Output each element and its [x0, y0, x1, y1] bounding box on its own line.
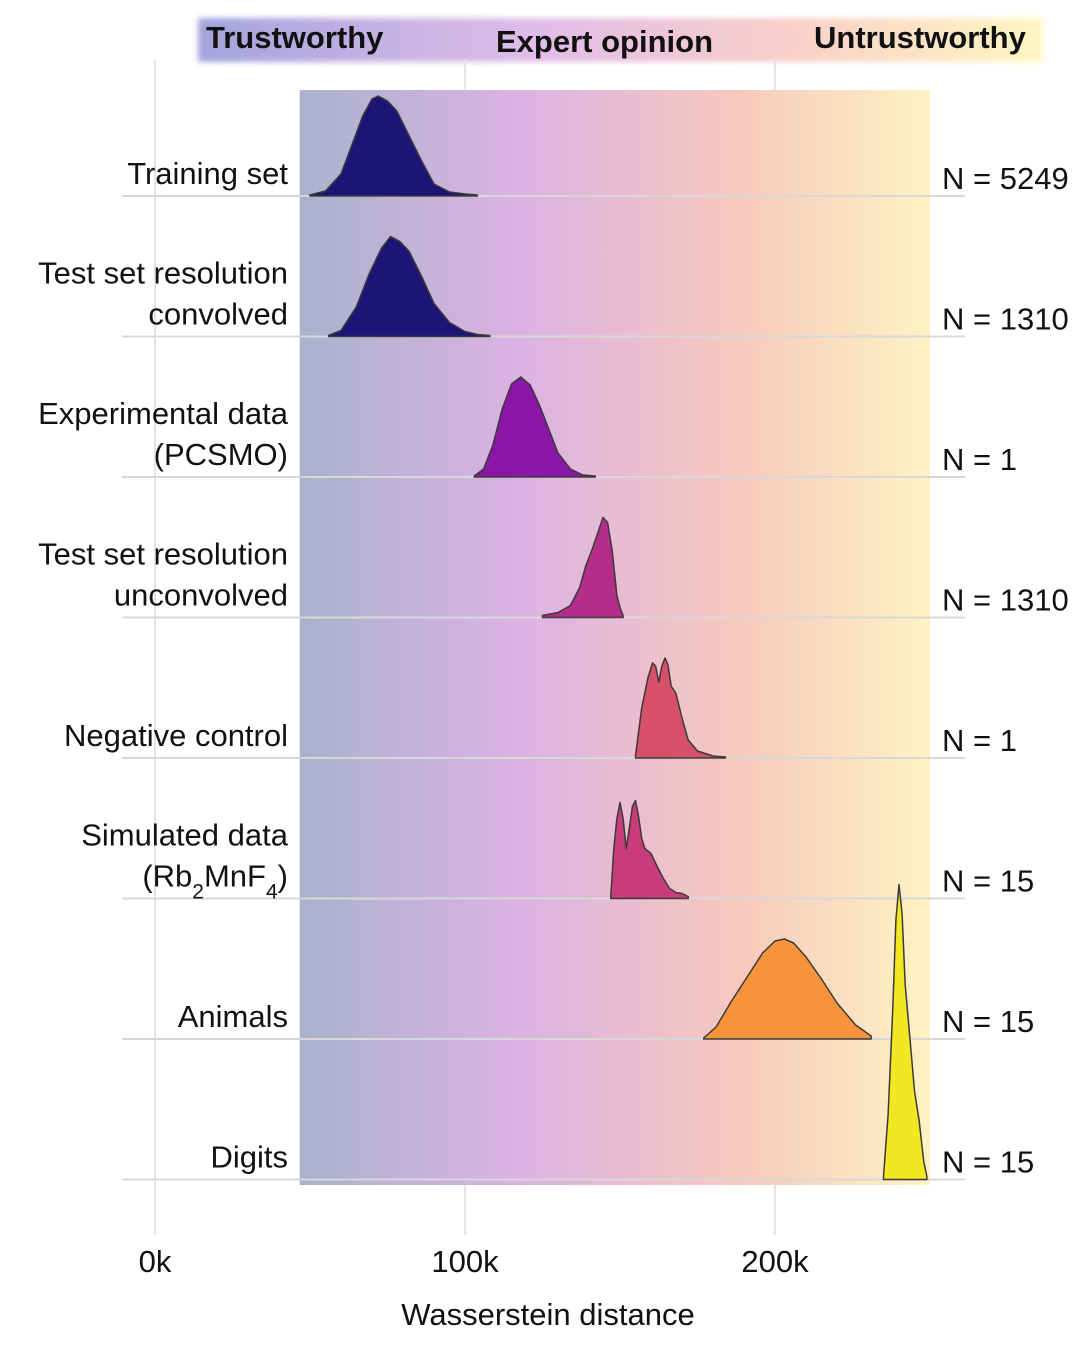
n-label-0: N = 5249 [942, 161, 1069, 196]
n-label-4: N = 1 [942, 723, 1017, 758]
n-label-5: N = 15 [942, 864, 1034, 899]
row-label-0-0: Training set [127, 156, 288, 191]
density-ridges [309, 95, 928, 1181]
ridge-6 [702, 938, 872, 1040]
x-tick-label-2: 200k [741, 1244, 809, 1279]
row-label-5-1: (Rb2MnF4) [142, 859, 288, 904]
n-label-7: N = 15 [942, 1145, 1034, 1180]
ridge-5 [609, 799, 689, 900]
row-label-7-0: Digits [210, 1140, 288, 1175]
x-axis-ticks: 0k 100k 200k [139, 1244, 809, 1279]
row-label-1-1: convolved [148, 297, 288, 332]
x-axis-title: Wasserstein distance [401, 1297, 694, 1332]
trustworthy-label: Trustworthy [206, 20, 384, 55]
x-tick-label-1: 100k [431, 1244, 499, 1279]
row-label-3-1: unconvolved [114, 578, 288, 613]
n-label-1: N = 1310 [942, 302, 1069, 337]
x-tick-label-0: 0k [139, 1244, 172, 1279]
untrustworthy-label: Untrustworthy [814, 20, 1027, 55]
row-labels: Training set Test set resolution convolved… [38, 156, 289, 1175]
ridge-2 [473, 376, 596, 478]
row-label-4-0: Negative control [64, 718, 288, 753]
ridge-0 [309, 95, 479, 197]
row-label-2-1: (PCSMO) [154, 437, 288, 472]
trust-scale-bar [198, 18, 1043, 62]
row-label-5-0: Simulated data [81, 818, 289, 853]
sample-size-labels: N = 5249 N = 1310 N = 1 N = 1310 N = 1 N = 15… [942, 161, 1069, 1180]
row-label-2-0: Experimental data [38, 396, 289, 431]
n-label-6: N = 15 [942, 1004, 1034, 1039]
expert-opinion-label: Expert opinion [496, 24, 713, 59]
n-label-3: N = 1310 [942, 583, 1069, 618]
ridge-3 [541, 516, 624, 619]
n-label-2: N = 1 [942, 442, 1017, 477]
row-label-3-0: Test set resolution [38, 537, 288, 572]
row-label-6-0: Animals [178, 999, 288, 1034]
ridge-1 [327, 235, 491, 338]
ridge-7 [882, 883, 928, 1181]
row-label-1-0: Test set resolution [38, 256, 288, 291]
ridge-4 [634, 657, 727, 759]
